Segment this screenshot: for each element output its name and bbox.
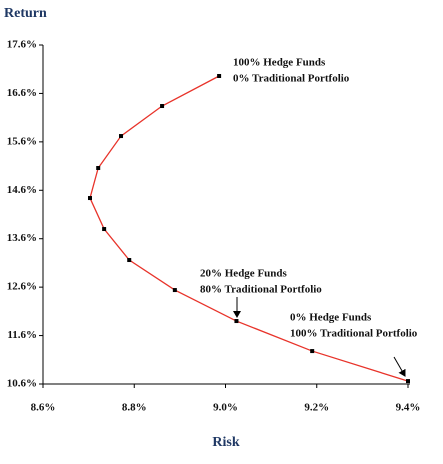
y-tick-label: 13.6% <box>7 232 37 244</box>
point <box>96 166 101 171</box>
x-axis-title: Risk <box>212 435 239 450</box>
x-tick-label: 9.0% <box>213 402 238 414</box>
y-tick-label: 17.6% <box>7 39 37 51</box>
point <box>234 319 239 324</box>
y-tick-label: 12.6% <box>7 281 37 293</box>
x-tick-label: 8.6% <box>31 402 56 414</box>
arrow <box>393 356 406 377</box>
y-tick-label: 11.6% <box>7 329 37 341</box>
point <box>217 73 222 78</box>
point <box>160 104 165 109</box>
x-tick-label: 8.8% <box>122 402 147 414</box>
y-tick-label: 14.6% <box>7 184 37 196</box>
point <box>87 196 92 201</box>
point <box>127 258 132 263</box>
point <box>172 288 177 293</box>
y-tick-label: 10.6% <box>7 378 37 390</box>
y-tick-label: 16.6% <box>7 87 37 99</box>
annotation: 0% Traditional Portfolio <box>233 73 350 85</box>
annotation: 100% Traditional Portfolio <box>290 328 418 340</box>
x-tick-label: 9.2% <box>304 402 329 414</box>
y-tick-label: 15.6% <box>7 135 37 147</box>
annotation: 0% Hedge Funds <box>290 312 372 324</box>
point <box>406 379 410 384</box>
y-axis-title: Return <box>4 6 47 21</box>
annotation: 80% Traditional Portfolio <box>200 284 322 296</box>
point <box>119 134 124 139</box>
x-tick-label: 9.4% <box>396 402 421 414</box>
point <box>102 227 107 232</box>
annotation: 20% Hedge Funds <box>200 268 288 280</box>
point <box>310 349 315 354</box>
annotation: 100% Hedge Funds <box>233 57 326 69</box>
